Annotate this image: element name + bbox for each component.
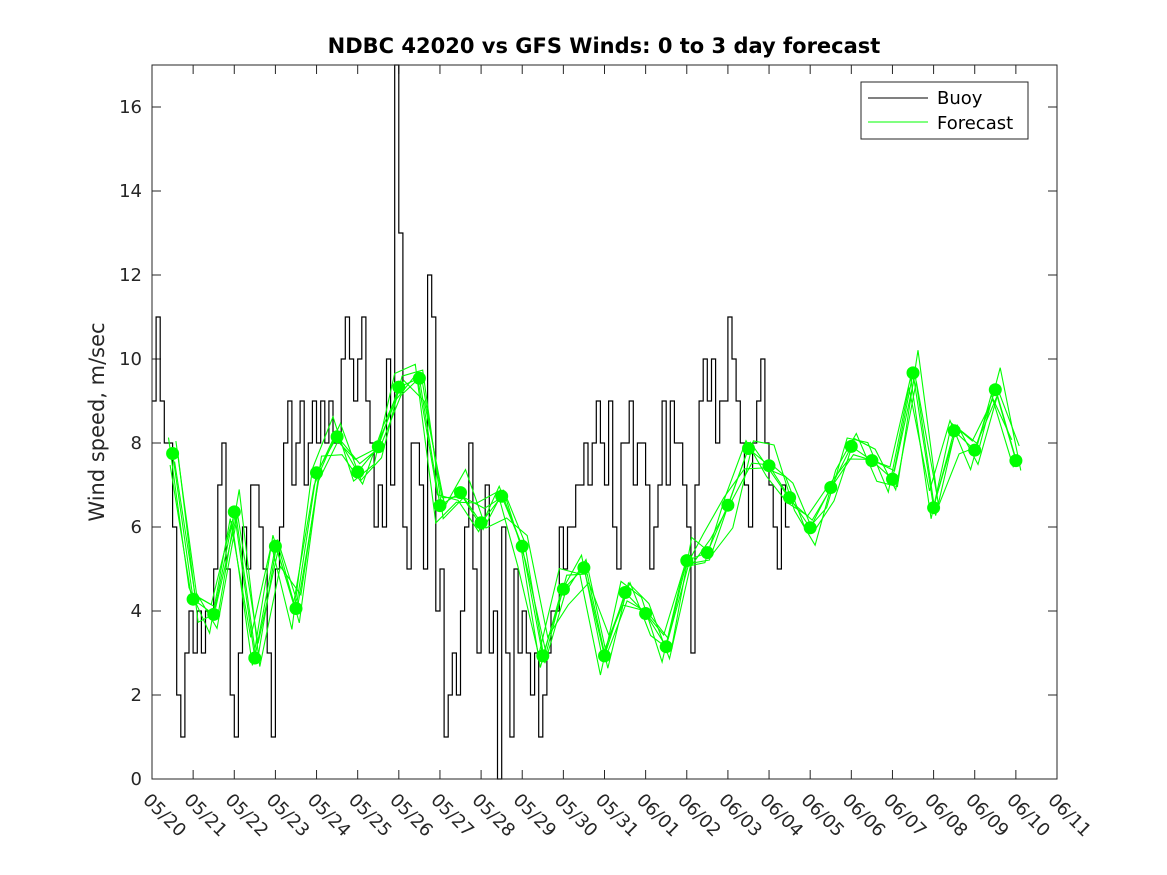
forecast-point: [927, 501, 941, 515]
axes-box: [151, 64, 1058, 780]
forecast-point: [988, 383, 1002, 397]
y-tick-label: 2: [131, 685, 142, 706]
y-tick-label: 8: [131, 433, 142, 454]
forecast-point: [351, 465, 365, 479]
forecast-point: [433, 499, 447, 513]
forecast-point: [536, 649, 550, 663]
forecast-point: [330, 430, 344, 444]
forecast-point: [556, 582, 570, 596]
forecast-series-line: [176, 350, 1022, 667]
forecast-point: [865, 454, 879, 468]
forecast-point: [207, 607, 221, 621]
forecast-point: [762, 459, 776, 473]
buoy-series-layer: [152, 64, 790, 780]
y-tick-label: 6: [131, 517, 142, 538]
forecast-point: [680, 554, 694, 568]
forecast-point: [454, 486, 467, 500]
forecast-series-line: [167, 363, 1013, 676]
forecast-point: [598, 649, 611, 663]
forecast-point: [947, 424, 961, 438]
forecast-point: [906, 366, 920, 380]
forecast-point: [268, 539, 282, 553]
forecast-point: [803, 521, 817, 535]
forecast-point: [659, 640, 673, 654]
y-tick-label: 14: [119, 181, 142, 202]
y-axis-ticks: 0 2 4 6 8 10 12 14 16: [119, 97, 1057, 790]
legend-box: [860, 81, 1029, 140]
forecast-point: [618, 586, 632, 599]
chart-title: NDBC 42020 vs GFS Winds: 0 to 3 day fore…: [328, 34, 881, 58]
forecast-point: [248, 651, 262, 665]
forecast-point: [886, 472, 899, 486]
forecast-point: [166, 447, 180, 460]
forecast-point: [392, 380, 406, 394]
forecast-point: [783, 491, 797, 505]
forecast-markers-layer: [166, 366, 1023, 665]
forecast-point: [700, 546, 714, 560]
forecast-point: [371, 440, 385, 454]
legend-forecast-label: Forecast: [937, 113, 1013, 134]
forecast-point: [412, 371, 426, 385]
legend: Buoy Forecast: [860, 81, 1029, 140]
y-tick-label: 0: [131, 769, 142, 790]
forecast-point: [721, 498, 735, 512]
buoy-series-line: [152, 64, 790, 780]
forecast-point: [824, 481, 838, 494]
forecast-point: [844, 439, 858, 453]
forecast-point: [577, 561, 591, 575]
forecast-point: [474, 516, 488, 530]
forecast-point: [968, 443, 982, 457]
forecast-point: [515, 539, 529, 553]
forecast-point: [639, 607, 653, 620]
y-tick-label: 16: [119, 97, 142, 118]
y-tick-label: 4: [131, 601, 142, 622]
forecast-point: [742, 442, 755, 455]
forecast-point: [186, 592, 200, 606]
forecast-point: [1009, 454, 1023, 468]
legend-buoy-label: Buoy: [937, 88, 983, 109]
forecast-point: [310, 466, 323, 480]
y-axis-label: Wind speed, m/sec: [85, 322, 109, 521]
forecast-point: [495, 489, 509, 503]
forecast-point: [289, 602, 303, 615]
y-tick-label: 12: [119, 265, 142, 286]
forecast-series-layer: [167, 350, 1022, 676]
forecast-point: [227, 505, 241, 519]
y-tick-label: 10: [119, 349, 142, 370]
